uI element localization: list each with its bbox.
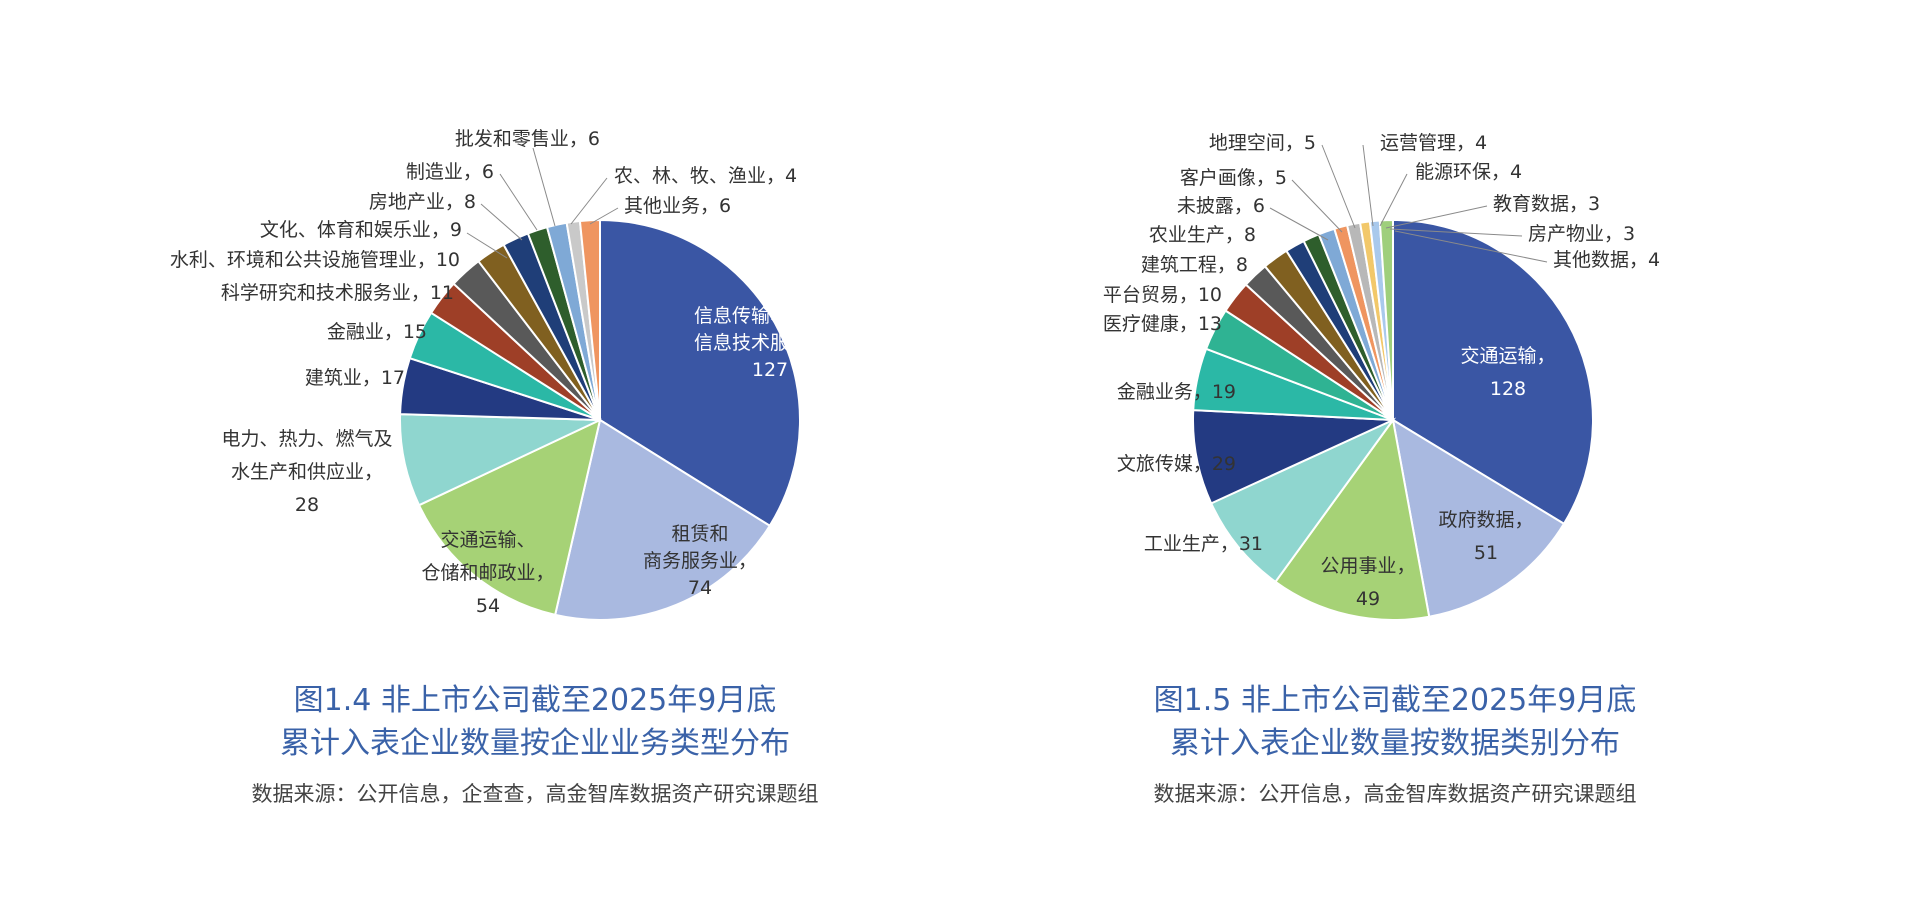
chart1-leader-11 [499,173,538,231]
chart2-slice-11-label: 未披露，6 [1177,195,1265,217]
chart2-slice-5-label: 文旅传媒，29 [1117,453,1236,475]
chart2-slice-1 [1392,218,1594,526]
chart1-caption-line1: 图1.4 非上市公司截至2025年9月底 [294,683,777,718]
chart1-slice-4-label: 电力、热力、燃气及水生产和供应业， 28 [221,428,392,516]
chart1-slice-3 [417,418,602,617]
chart1-slice-3-label: 交通运输、仓储和邮政业， 54 [421,529,554,617]
chart2-slice-9-label: 建筑工程，8 [1141,254,1248,276]
chart1-slice-11-label: 制造业，6 [406,161,494,183]
chart2-leader-18 [1394,230,1548,263]
chart2-slice-16-label: 教育数据，3 [1493,193,1600,215]
chart1-slice-2-label: 租赁和商务服务业， 74 [643,523,757,599]
chart1-slice-10-label: 房地产业，8 [369,191,476,213]
chart1-slice-1 [599,218,801,528]
chart2-leader-13 [1321,144,1356,229]
chart2-source: 数据来源：公开信息，高金智库数据资产研究课题组 [1154,782,1637,806]
chart1-slice-6-label: 金融业，15 [327,321,427,343]
chart2-slice-6-label: 金融业务，19 [1117,381,1236,403]
chart2-caption-line1: 图1.5 非上市公司截至2025年9月底 [1154,683,1637,718]
chart2-slice-10-label: 农业生产，8 [1149,224,1256,246]
chart2-leader-16 [1385,205,1488,229]
chart2-slice-2-label: 政府数据， 51 [1438,509,1533,564]
chart1-slice-14 [578,218,601,421]
chart1-slice-9-label: 文化、体育和娱乐业，9 [260,219,462,241]
chart1-slice-7-label: 科学研究和技术服务业，11 [221,282,454,304]
chart2-slice-12-label: 客户画像，5 [1180,167,1287,189]
chart2-leader-12 [1291,179,1343,233]
chart2-caption-line2: 累计入表企业数量按数据类别分布 [1170,726,1620,761]
chart2-slice-1-label: 交通运输， 128 [1460,345,1555,400]
chart1-leader-14 [589,207,619,225]
chart2-slice-8-label: 平台贸易，10 [1103,284,1222,306]
pie-chart-business-type: 信息传输、软件和信息技术服务业， 127 租赁和商务服务业， 74 交通运输、仓储和邮政… [170,128,846,622]
chart1-slice-1-label: 信息传输、软件和信息技术服务业， 127 [694,305,846,381]
chart2-leader-14 [1362,144,1374,227]
chart2-leader-17 [1389,228,1523,237]
chart2-slice-7-label: 医疗健康，13 [1103,313,1222,335]
chart1-slice-8-label: 水利、环境和公共设施管理业，10 [170,249,460,271]
chart2-slice-2 [1391,417,1566,618]
chart2-slice-15-label: 能源环保，4 [1415,161,1522,183]
chart2-slice-18 [1378,218,1394,421]
chart2-slice-4 [1209,417,1397,584]
chart1-slice-14-label: 其他业务，6 [624,195,731,217]
chart2-slice-14-label: 运营管理，4 [1380,132,1487,154]
chart1-leader-10 [480,203,523,241]
chart1-leader-13 [570,177,608,225]
chart1-leader-9 [466,232,508,259]
chart1-slice-2 [553,418,772,622]
chart1-leader-12 [532,147,556,227]
chart2-slice-13-label: 地理空间，5 [1209,132,1316,154]
chart1-slice-12-label: 批发和零售业，6 [455,128,600,150]
chart1-caption-line2: 累计入表企业数量按企业业务类型分布 [280,726,790,761]
chart2-slice-5 [1192,409,1394,505]
chart2-slice-18-label: 其他数据，4 [1553,249,1660,271]
chart2-leader-15 [1379,173,1408,227]
chart1-slice-13-label: 农、林、牧、渔业，4 [614,165,797,187]
chart1-source: 数据来源：公开信息，企查查，高金智库数据资产研究课题组 [252,782,819,806]
chart2-slice-3-label: 公用事业， 49 [1320,555,1415,610]
chart2-leader-11 [1269,207,1329,241]
chart1-slice-5-label: 建筑业，17 [305,367,405,389]
chart2-slice-17-label: 房产物业，3 [1528,223,1635,245]
pie-chart-data-category: 交通运输， 128 政府数据， 51 公用事业， 49 工业生产，31 文旅传媒，29 金融业务… [1103,132,1660,621]
chart2-slice-4-label: 工业生产，31 [1144,533,1263,555]
chart2-slice-3 [1274,417,1431,621]
